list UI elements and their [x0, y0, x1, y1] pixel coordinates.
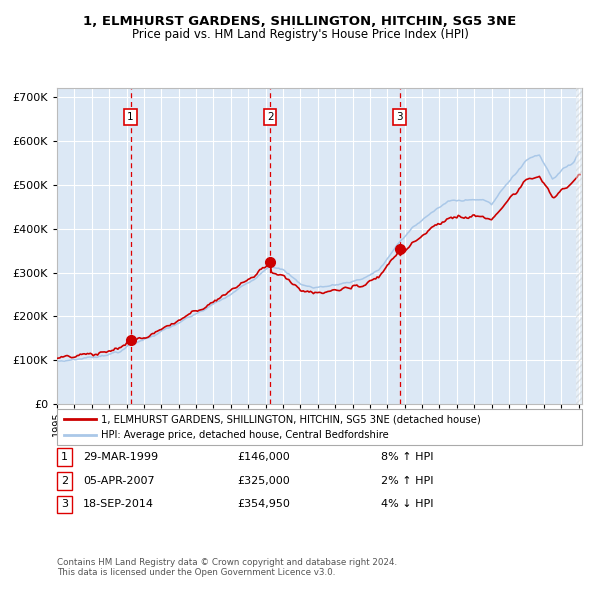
Text: £325,000: £325,000 [237, 476, 290, 486]
Text: 18-SEP-2014: 18-SEP-2014 [83, 500, 154, 509]
Text: £354,950: £354,950 [237, 500, 290, 509]
Text: 3: 3 [61, 500, 68, 509]
Text: 8% ↑ HPI: 8% ↑ HPI [381, 453, 433, 462]
Text: 1: 1 [61, 453, 68, 462]
Text: 2: 2 [61, 476, 68, 486]
Text: 4% ↓ HPI: 4% ↓ HPI [381, 500, 433, 509]
Text: 2: 2 [267, 112, 274, 122]
Text: HPI: Average price, detached house, Central Bedfordshire: HPI: Average price, detached house, Cent… [101, 430, 389, 440]
Text: Price paid vs. HM Land Registry's House Price Index (HPI): Price paid vs. HM Land Registry's House … [131, 28, 469, 41]
Text: 2% ↑ HPI: 2% ↑ HPI [381, 476, 433, 486]
Text: £146,000: £146,000 [237, 453, 290, 462]
Text: 05-APR-2007: 05-APR-2007 [83, 476, 154, 486]
Text: 1: 1 [127, 112, 134, 122]
Polygon shape [575, 88, 582, 404]
Text: Contains HM Land Registry data © Crown copyright and database right 2024.
This d: Contains HM Land Registry data © Crown c… [57, 558, 397, 577]
Text: 1, ELMHURST GARDENS, SHILLINGTON, HITCHIN, SG5 3NE (detached house): 1, ELMHURST GARDENS, SHILLINGTON, HITCHI… [101, 414, 481, 424]
Text: 29-MAR-1999: 29-MAR-1999 [83, 453, 158, 462]
Text: 3: 3 [397, 112, 403, 122]
Text: 1, ELMHURST GARDENS, SHILLINGTON, HITCHIN, SG5 3NE: 1, ELMHURST GARDENS, SHILLINGTON, HITCHI… [83, 15, 517, 28]
